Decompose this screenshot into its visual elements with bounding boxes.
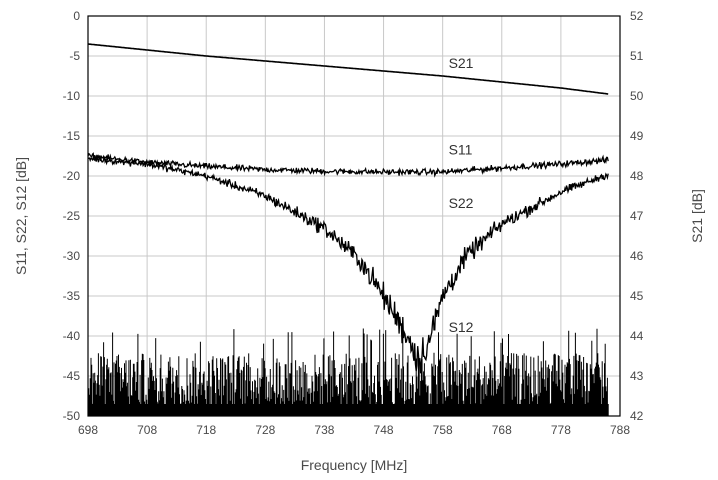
y-axis-title-left: S11, S22, S12 [dB]: [13, 157, 29, 275]
y-tick-label-right: 51: [630, 49, 644, 63]
y-tick-label-right: 46: [630, 249, 644, 263]
annotation-s12: S12: [449, 319, 474, 335]
x-tick-label: 778: [551, 423, 571, 437]
y-tick-label-right: 52: [630, 9, 644, 23]
y-axis-title-right: S21 [dB]: [689, 189, 705, 243]
x-tick-label: 708: [137, 423, 157, 437]
y-tick-label-left: -20: [63, 169, 81, 183]
y-tick-label-left: -50: [63, 409, 81, 423]
series-s21: [87, 43, 609, 95]
y-tick-label-right: 47: [630, 209, 644, 223]
annotations: S21 S11 S22 S12: [449, 55, 474, 335]
y-tick-label-left: -45: [63, 369, 81, 383]
series-s12: [87, 328, 609, 416]
y-tick-label-left: -40: [63, 329, 81, 343]
x-tick-label: 748: [374, 423, 394, 437]
y-tick-label-left: -10: [63, 89, 81, 103]
tick-labels: 698 708 718 728 738 748 758 768 778 788 0 -5 -10 -15 -…: [63, 9, 644, 437]
x-tick-label: 738: [314, 423, 334, 437]
plot-frame: [87, 15, 621, 417]
y-tick-label-left: -15: [63, 129, 81, 143]
x-tick-label: 718: [196, 423, 216, 437]
y-tick-label-left: -35: [63, 289, 81, 303]
x-tick-label: 698: [78, 423, 98, 437]
y-tick-label-right: 48: [630, 169, 644, 183]
y-tick-label-left: 0: [73, 9, 80, 23]
x-tick-label: 728: [255, 423, 275, 437]
y-tick-label-right: 50: [630, 89, 644, 103]
y-tick-label-left: -25: [63, 209, 81, 223]
x-tick-label: 768: [492, 423, 512, 437]
x-tick-label: 758: [433, 423, 453, 437]
y-tick-label-right: 45: [630, 289, 644, 303]
annotation-s11: S11: [449, 141, 473, 157]
y-tick-label-right: 43: [630, 369, 644, 383]
y-tick-label-right: 42: [630, 409, 644, 423]
y-tick-label-left: -5: [69, 49, 80, 63]
x-axis-title: Frequency [MHz]: [301, 457, 408, 473]
annotation-s21: S21: [449, 55, 474, 71]
series-s22: [87, 154, 609, 374]
x-tick-label: 788: [610, 423, 630, 437]
series-s11: [87, 152, 609, 178]
grid: [87, 15, 621, 417]
annotation-s22: S22: [449, 195, 474, 211]
y-tick-label-right: 49: [630, 129, 644, 143]
y-tick-label-left: -30: [63, 249, 81, 263]
traces: [87, 43, 609, 416]
y-tick-label-right: 44: [630, 329, 644, 343]
